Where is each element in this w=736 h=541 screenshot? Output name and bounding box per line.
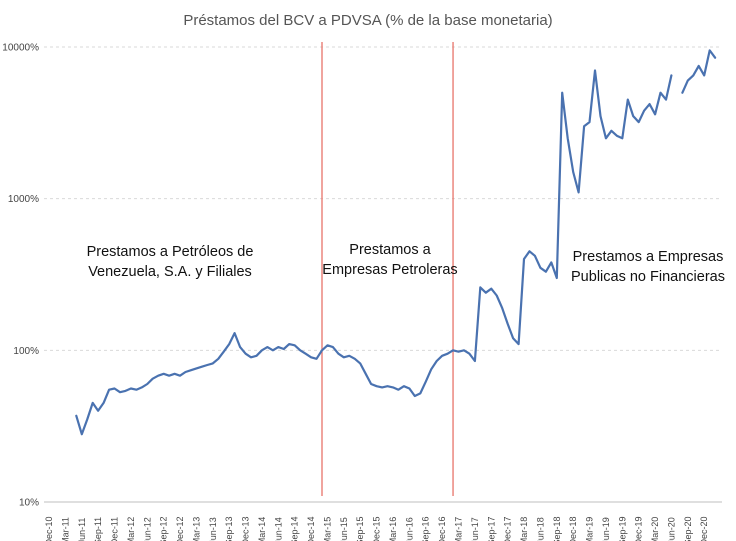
annotation-empresas-publicas-line-2: Publicas no Financieras (571, 269, 725, 285)
x-tick-label: Dec-15 (372, 516, 382, 541)
annotation-petroleras-line-2: Empresas Petroleras (322, 262, 457, 278)
y-tick-label: 100% (13, 346, 39, 357)
grid-layer (44, 46, 722, 503)
x-tick-label: Dec-14 (306, 516, 316, 541)
x-tick-label: Sep-16 (421, 516, 431, 541)
x-tick-label: Mar-14 (257, 517, 267, 541)
annotation-pdvsa-line-1: Prestamos a Petróleos de (87, 244, 254, 260)
x-tick-label: Jun-12 (142, 517, 152, 541)
x-tick-label: Jun-18 (535, 517, 545, 541)
x-tick-label: Jun-13 (208, 517, 218, 541)
x-tick-label: Dec-12 (175, 516, 185, 541)
chart-title: Préstamos del BCV a PDVSA (% de la base … (183, 12, 552, 29)
x-tick-label: Jun-19 (601, 517, 611, 541)
section-dividers (321, 42, 454, 496)
x-tick-label: Mar-12 (126, 517, 136, 541)
x-tick-label: Mar-17 (454, 517, 464, 541)
x-tick-label: Sep-12 (159, 516, 169, 541)
x-tick-label: Sep-13 (224, 516, 234, 541)
annotations: Prestamos a Petróleos de Venezuela, S.A.… (87, 242, 725, 285)
x-tick-label: Mar-20 (650, 517, 660, 541)
x-tick-label: Sep-18 (552, 516, 562, 541)
x-tick-label: Dec-10 (44, 516, 54, 541)
x-tick-label: Mar-13 (191, 517, 201, 541)
x-tick-label: Mar-15 (322, 517, 332, 541)
x-tick-label: Sep-14 (290, 516, 300, 541)
y-tick-label: 10000% (2, 43, 39, 54)
x-tick-label: Mar-18 (519, 517, 529, 541)
annotation-pdvsa-line-2: Venezuela, S.A. y Filiales (88, 264, 252, 280)
x-tick-label: Sep-19 (617, 516, 627, 541)
x-tick-label: Sep-20 (683, 516, 693, 541)
y-axis: 10% 100% 1000% 10000% (2, 43, 39, 509)
x-tick-label: Mar-11 (60, 517, 70, 541)
x-tick-label: Jun-16 (404, 517, 414, 541)
x-tick-label: Jun-11 (77, 518, 87, 541)
x-tick-label: Dec-19 (634, 516, 644, 541)
x-tick-label: Jun-14 (273, 517, 283, 541)
x-tick-label: Dec-16 (437, 516, 447, 541)
x-tick-label: Jun-15 (339, 517, 349, 541)
series-layer (75, 49, 717, 436)
x-tick-label: Dec-11 (110, 517, 120, 541)
x-tick-label: Mar-16 (388, 517, 398, 541)
x-tick-label: Dec-18 (568, 516, 578, 541)
series-line (75, 49, 717, 436)
x-tick-label: Dec-13 (241, 516, 251, 541)
x-tick-label: Jun-17 (470, 517, 480, 541)
x-tick-label: Mar-19 (585, 517, 595, 541)
annotation-empresas-publicas-line-1: Prestamos a Empresas (573, 249, 724, 265)
x-tick-label: Sep-15 (355, 516, 365, 541)
x-tick-label: Sep-17 (486, 516, 496, 541)
y-tick-label: 1000% (8, 194, 39, 205)
annotation-petroleras-line-1: Prestamos a (349, 242, 431, 258)
x-tick-label: Dec-17 (503, 516, 513, 541)
x-axis: Dec-10 Mar-11 Jun-11 Sep-11 Dec-11 Mar-12 Jun-… (44, 516, 709, 541)
x-tick-label: Jun-20 (666, 517, 676, 541)
x-tick-label: Sep-11 (93, 517, 103, 541)
x-tick-label: Dec-20 (699, 516, 709, 541)
y-tick-label: 10% (19, 498, 39, 509)
